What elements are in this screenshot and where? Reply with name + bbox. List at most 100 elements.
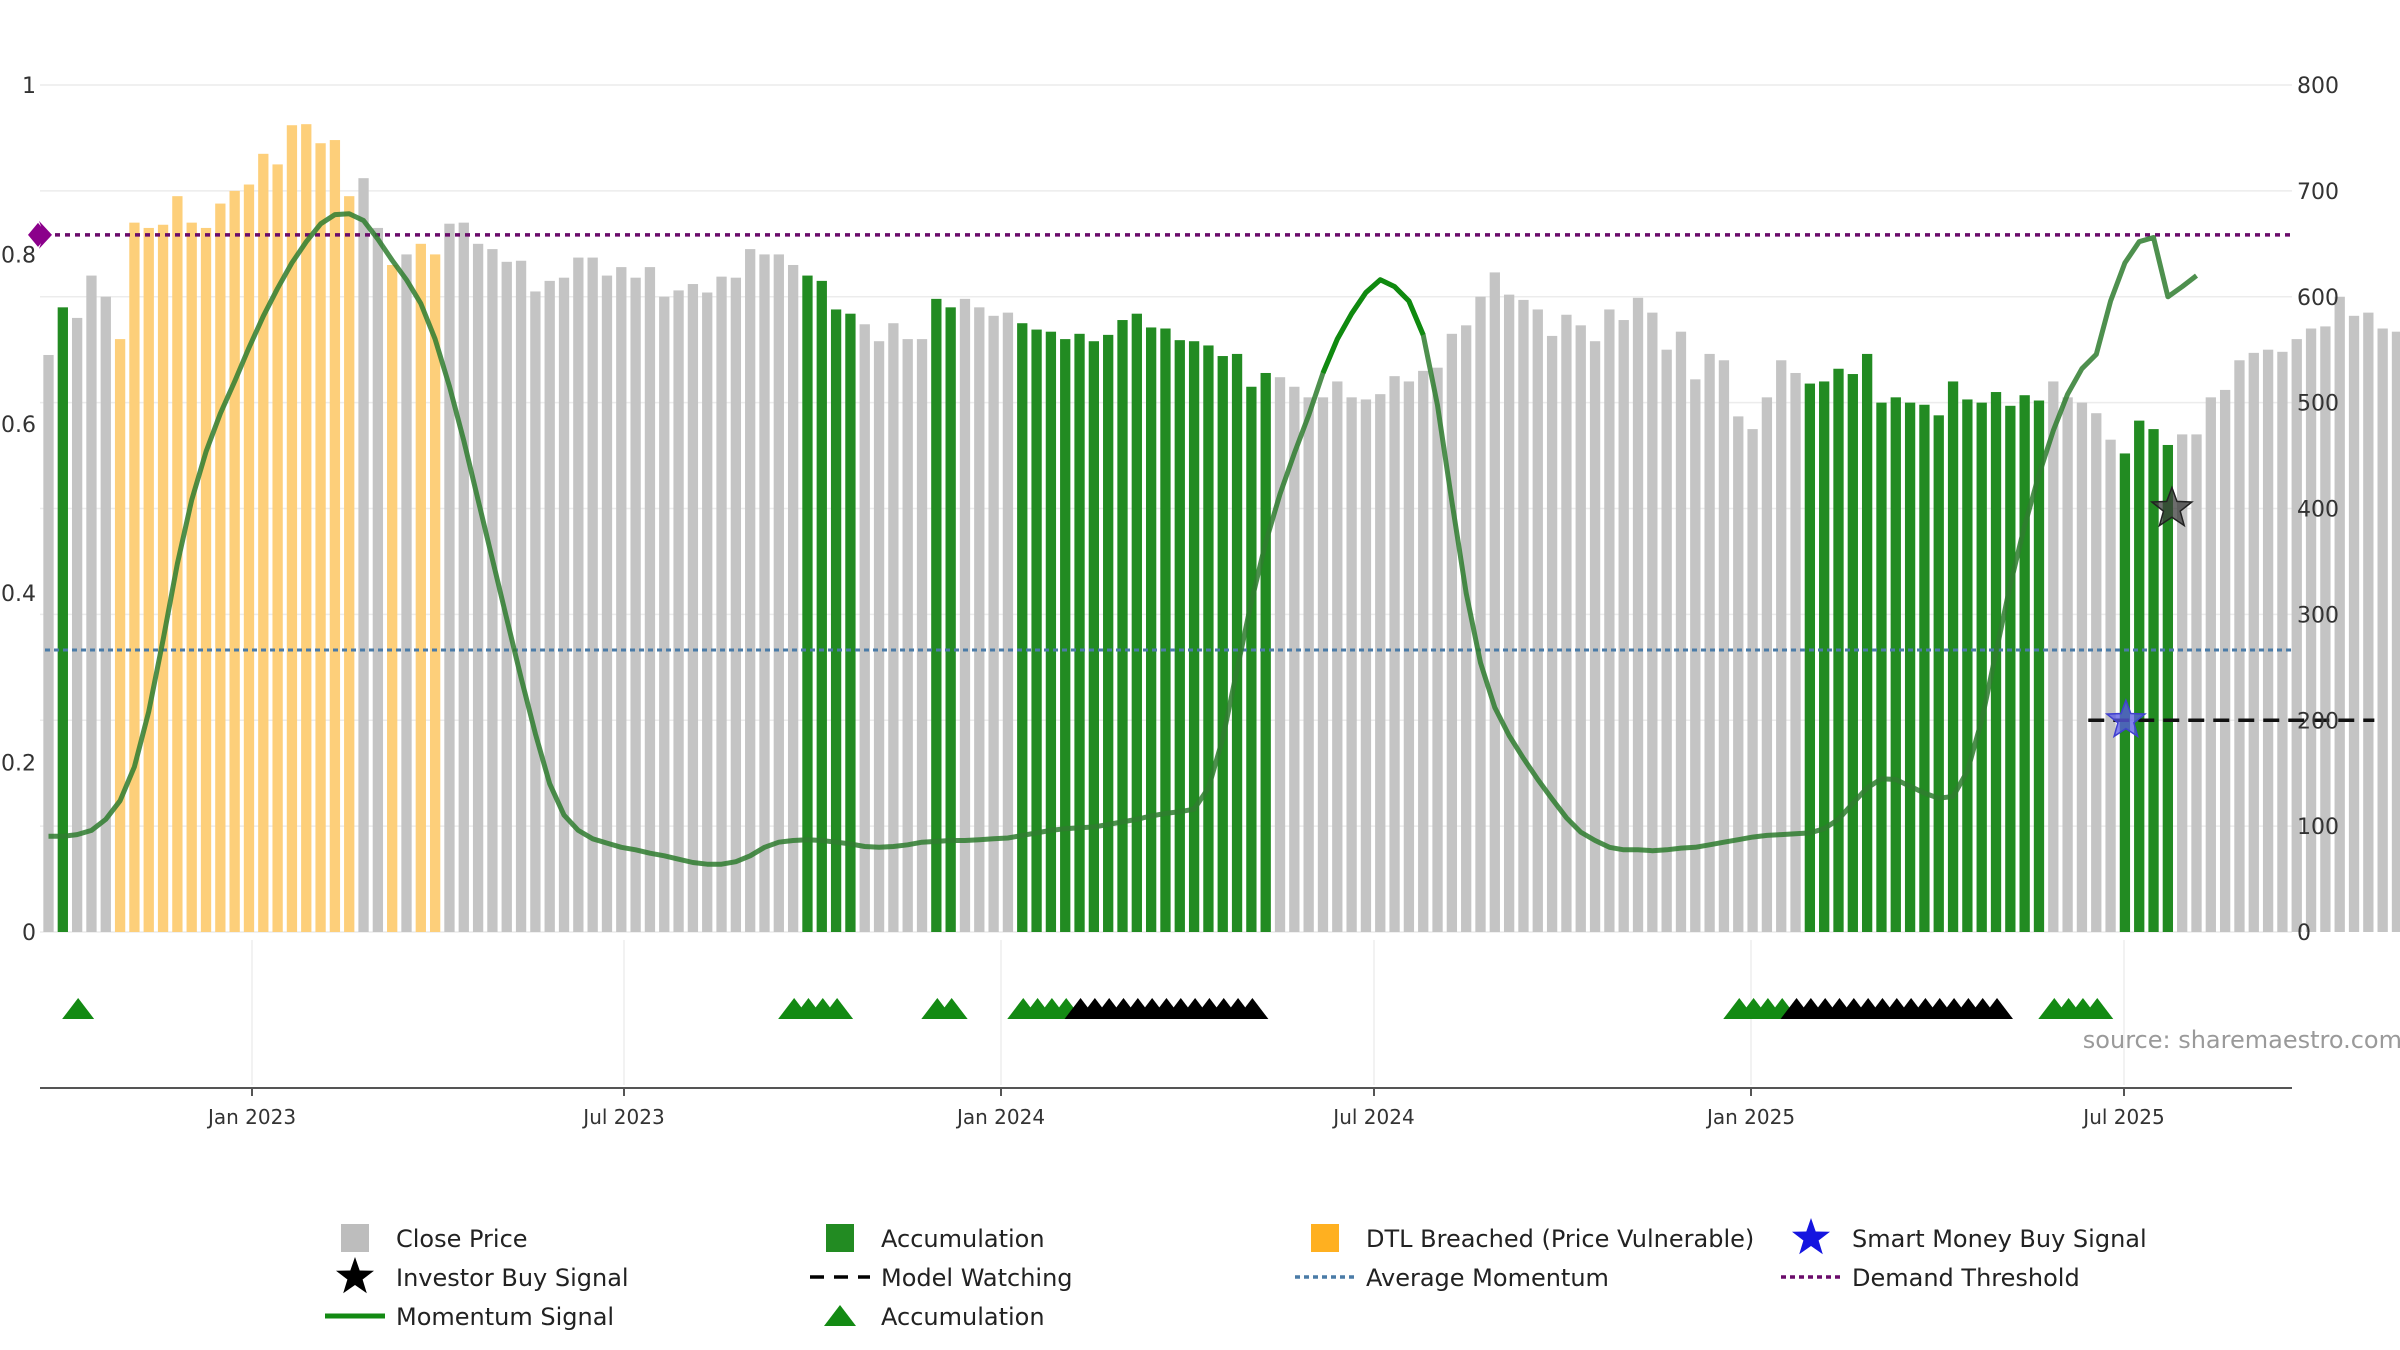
accumulation-triangle: [935, 998, 968, 1019]
bar-close: [1647, 312, 1658, 933]
bar-close: [1632, 297, 1644, 933]
bar-accumulation: [1203, 345, 1214, 932]
bar-close: [444, 223, 455, 933]
legend-label: Model Watching: [881, 1264, 1073, 1292]
bar-close: [1289, 386, 1300, 932]
bar-accumulation: [1231, 353, 1243, 932]
bar-accumulation: [1088, 341, 1100, 932]
legend-label: Close Price: [396, 1225, 528, 1253]
bar-close: [1360, 399, 1372, 933]
bar-close: [1375, 394, 1386, 932]
bar-close: [401, 254, 412, 932]
bar-close: [687, 284, 699, 932]
bar-accumulation: [1962, 399, 1973, 933]
left-tick-label: 0.2: [1, 752, 36, 777]
bar-close: [1604, 309, 1615, 933]
left-tick-label: 0.8: [1, 243, 36, 268]
bar-accumulation: [802, 275, 813, 932]
accumulation-triangle: [62, 998, 95, 1019]
bar-accumulation: [1861, 353, 1873, 932]
left-tick-label: 0.4: [1, 582, 36, 607]
bar-close: [1274, 377, 1286, 933]
bar-close: [644, 267, 656, 933]
reference-lines: [28, 220, 2375, 722]
bar-close: [916, 339, 928, 933]
bar-close: [43, 354, 54, 932]
bar-close: [1776, 360, 1787, 932]
legend-swatch-star: [1792, 1218, 1830, 1255]
bar-close: [1475, 296, 1486, 932]
bar-close: [544, 280, 555, 932]
bar-close: [959, 298, 971, 932]
legend-label: Demand Threshold: [1852, 1264, 2080, 1292]
x-tick-label: Jul 2023: [581, 1105, 664, 1129]
bar-close: [773, 254, 784, 932]
left-tick-label: 1: [22, 74, 36, 99]
bar-accumulation: [816, 280, 827, 932]
momentum-signal-highlight: [1320, 277, 1426, 374]
bar-close: [2320, 326, 2331, 932]
bar-close: [1575, 325, 1586, 932]
bar-close: [358, 178, 369, 933]
bar-close: [974, 307, 985, 932]
bar-accumulation: [2019, 395, 2030, 932]
bar-accumulation: [1904, 402, 1916, 932]
legend-label: DTL Breached (Price Vulnerable): [1366, 1225, 1754, 1253]
legend-label: Momentum Signal: [396, 1303, 614, 1331]
bar-close: [1002, 312, 1014, 933]
bar-close: [2076, 402, 2088, 932]
legend-swatch-star: [336, 1257, 374, 1294]
bar-accumulation: [830, 309, 842, 933]
bar-close: [2048, 381, 2059, 932]
right-tick-label: 800: [2297, 74, 2339, 99]
bar-dtl: [387, 264, 398, 932]
bar-accumulation: [1017, 323, 1028, 932]
bar-accumulation: [2005, 405, 2016, 932]
x-tick-label: Jul 2025: [2081, 1105, 2164, 1129]
bar-accumulation: [945, 307, 956, 932]
bar-close: [1489, 272, 1500, 932]
bar-close: [1503, 294, 1515, 932]
bar-accumulation: [1246, 386, 1257, 932]
bar-accumulation: [1260, 372, 1271, 933]
legend-swatch-square: [1311, 1224, 1339, 1252]
bar-close: [2277, 351, 2288, 932]
bar-close: [716, 276, 727, 932]
bar-dtl: [301, 124, 312, 932]
bar-close: [988, 315, 999, 932]
bar-accumulation: [1074, 333, 1085, 932]
bar-close: [1303, 397, 1314, 932]
legend-item: Accumulation: [824, 1303, 1045, 1331]
right-tick-label: 500: [2297, 392, 2339, 417]
accumulation-triangle: [821, 998, 854, 1019]
bar-close: [1346, 397, 1357, 932]
bar-dtl: [243, 184, 255, 932]
bar-accumulation: [1976, 402, 1987, 932]
bar-dtl: [157, 224, 169, 932]
legend-label: Accumulation: [881, 1303, 1045, 1331]
bar-dtl: [186, 222, 197, 932]
bar-close: [587, 257, 598, 932]
bar-dtl: [200, 227, 212, 932]
bar-close: [1704, 353, 1715, 932]
bar-close: [1618, 320, 1629, 933]
bar-accumulation: [1174, 340, 1185, 932]
bar-accumulation: [1947, 381, 1959, 932]
bar-accumulation: [1876, 402, 1887, 932]
accumulation-triangle: [1236, 998, 1269, 1019]
price-bars: [43, 124, 2400, 933]
bar-close: [1403, 381, 1415, 932]
bar-close: [1561, 314, 1572, 932]
bar-close: [2234, 360, 2245, 932]
bar-close: [902, 339, 913, 933]
demand-threshold-diamond: [28, 222, 48, 247]
bar-close: [630, 277, 641, 932]
bar-accumulation: [2148, 429, 2159, 932]
bar-accumulation: [1819, 381, 1830, 932]
bar-close: [515, 260, 527, 932]
legend-item: Model Watching: [810, 1264, 1073, 1292]
bar-close: [86, 275, 97, 932]
bar-close: [601, 275, 613, 932]
bar-accumulation: [2033, 400, 2045, 932]
